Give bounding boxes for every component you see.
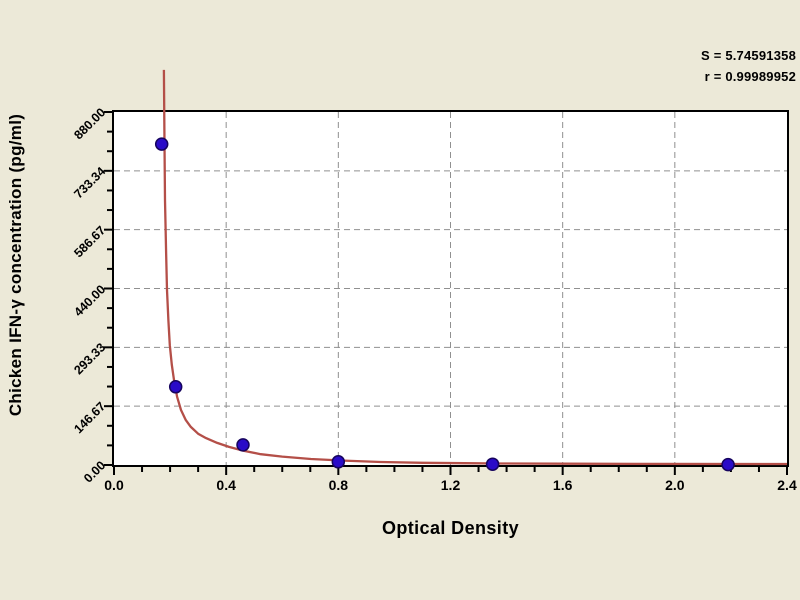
- y-axis-title: Chicken IFN-γ concentration (pg/ml): [6, 113, 25, 417]
- data-point-marker: [721, 457, 735, 472]
- x-tick-label: 0.8: [328, 477, 349, 493]
- x-axis-title: Optical Density: [381, 518, 520, 538]
- x-tick-label: 1.6: [552, 477, 573, 493]
- x-tick-label: 2.0: [665, 477, 685, 493]
- data-point-marker: [485, 457, 500, 471]
- fit-correlation-value: r = 0.99989952: [704, 69, 796, 84]
- data-point-marker: [168, 380, 183, 394]
- x-tick-label: 0.0: [104, 477, 124, 493]
- x-tick-label: 0.4: [216, 477, 236, 493]
- data-point-marker: [236, 438, 250, 452]
- standard-curve: [162, 69, 788, 466]
- x-tick-label: 1.2: [440, 477, 461, 493]
- x-tick-label: 2.4: [777, 477, 797, 493]
- data-point-marker: [154, 137, 169, 151]
- fit-slope-value: S = 5.74591358: [701, 48, 796, 63]
- data-point-marker: [331, 455, 346, 469]
